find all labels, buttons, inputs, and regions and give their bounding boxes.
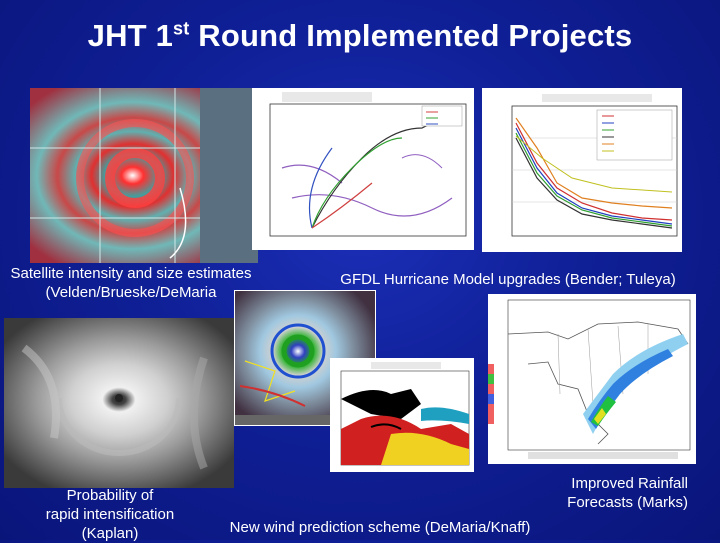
rain-caption-line1: Improved Rainfall (571, 475, 688, 492)
title-superscript: st (173, 18, 190, 39)
satellite-intensity-image (30, 88, 258, 263)
rapid-caption: Probability of rapid intensification (Ka… (30, 486, 190, 543)
rapid-caption-line2: rapid intensification (45, 506, 175, 523)
page-title: JHT 1st Round Implemented Projects (0, 18, 720, 54)
gfdl-caption: GFDL Hurricane Model upgrades (Bender; T… (318, 270, 698, 289)
wind-caption-text: New wind prediction scheme (DeMaria/Knaf… (229, 519, 531, 536)
gfdl-error-chart (482, 88, 682, 252)
title-part1: JHT 1 (87, 18, 174, 53)
rapid-caption-line1: Probability of (66, 487, 154, 504)
wind-sst-map (330, 358, 474, 472)
satellite-caption-line1: Satellite intensity and size estimates (10, 265, 252, 282)
rapid-caption-line3: (Kaplan) (81, 525, 139, 542)
satellite-caption: Satellite intensity and size estimates (… (0, 264, 262, 302)
gfdl-caption-text: GFDL Hurricane Model upgrades (Bender; T… (340, 271, 676, 288)
rain-caption-line2: Forecasts (Marks) (567, 494, 688, 511)
title-part2: Round Implemented Projects (189, 18, 633, 53)
rapid-intensification-image (4, 318, 234, 488)
rainfall-forecast-map (488, 294, 696, 464)
gfdl-track-map (252, 88, 474, 250)
wind-caption: New wind prediction scheme (DeMaria/Knaf… (205, 518, 555, 537)
rain-caption: Improved Rainfall Forecasts (Marks) (548, 474, 688, 512)
satellite-caption-line2: (Velden/Brueske/DeMaria (45, 284, 217, 301)
